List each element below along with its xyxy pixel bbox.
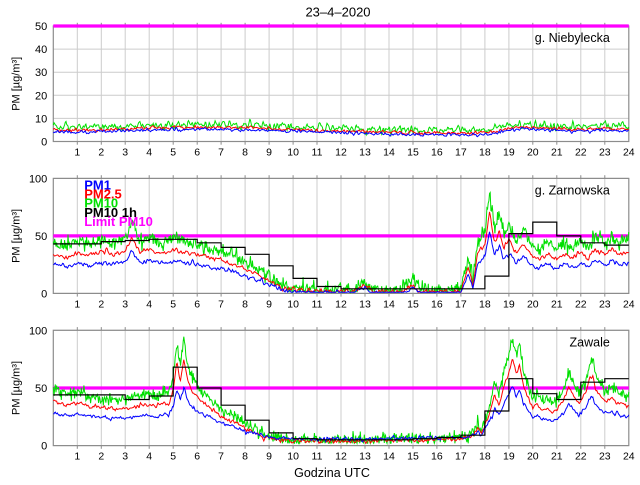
svg-text:6: 6 bbox=[194, 451, 200, 463]
svg-text:13: 13 bbox=[359, 298, 371, 310]
svg-text:23: 23 bbox=[599, 451, 611, 463]
svg-text:7: 7 bbox=[218, 298, 224, 310]
svg-text:30: 30 bbox=[35, 67, 47, 79]
svg-text:Godzina UTC: Godzina UTC bbox=[294, 466, 370, 480]
svg-text:12: 12 bbox=[335, 147, 347, 159]
svg-text:50: 50 bbox=[35, 21, 47, 33]
svg-text:4: 4 bbox=[146, 147, 152, 159]
svg-text:18: 18 bbox=[479, 451, 491, 463]
svg-text:16: 16 bbox=[431, 147, 443, 159]
svg-text:6: 6 bbox=[194, 147, 200, 159]
svg-text:22: 22 bbox=[575, 147, 587, 159]
svg-text:15: 15 bbox=[407, 147, 419, 159]
svg-text:12: 12 bbox=[335, 451, 347, 463]
svg-text:3: 3 bbox=[122, 298, 128, 310]
svg-text:16: 16 bbox=[431, 451, 443, 463]
svg-text:1: 1 bbox=[74, 147, 80, 159]
svg-text:3: 3 bbox=[122, 147, 128, 159]
svg-text:8: 8 bbox=[242, 298, 248, 310]
svg-text:21: 21 bbox=[551, 451, 563, 463]
svg-text:20: 20 bbox=[35, 90, 47, 102]
svg-text:23–4–2020: 23–4–2020 bbox=[305, 5, 370, 20]
svg-text:5: 5 bbox=[170, 451, 176, 463]
svg-text:18: 18 bbox=[479, 147, 491, 159]
svg-text:2: 2 bbox=[98, 298, 104, 310]
svg-text:20: 20 bbox=[527, 451, 539, 463]
svg-text:100: 100 bbox=[29, 173, 47, 185]
svg-text:10: 10 bbox=[287, 451, 299, 463]
svg-text:11: 11 bbox=[312, 451, 323, 463]
svg-text:9: 9 bbox=[266, 147, 272, 159]
svg-text:0: 0 bbox=[41, 288, 47, 300]
svg-text:4: 4 bbox=[146, 451, 152, 463]
svg-text:50: 50 bbox=[35, 383, 47, 395]
svg-text:0: 0 bbox=[41, 137, 47, 149]
svg-text:19: 19 bbox=[503, 298, 515, 310]
svg-text:15: 15 bbox=[407, 298, 419, 310]
svg-text:PM [µg/m³]: PM [µg/m³] bbox=[10, 361, 22, 415]
svg-text:9: 9 bbox=[266, 298, 272, 310]
svg-text:18: 18 bbox=[479, 298, 491, 310]
svg-text:0: 0 bbox=[41, 441, 47, 453]
svg-text:19: 19 bbox=[503, 147, 515, 159]
svg-text:2: 2 bbox=[98, 147, 104, 159]
svg-text:5: 5 bbox=[170, 298, 176, 310]
svg-text:g. Niebylecka: g. Niebylecka bbox=[535, 31, 610, 45]
svg-text:7: 7 bbox=[218, 451, 224, 463]
svg-text:Zawale: Zawale bbox=[570, 335, 610, 349]
svg-text:14: 14 bbox=[383, 298, 395, 310]
svg-text:Limit PM10: Limit PM10 bbox=[84, 214, 153, 229]
svg-text:1: 1 bbox=[74, 451, 80, 463]
svg-text:100: 100 bbox=[29, 325, 47, 337]
svg-text:9: 9 bbox=[266, 451, 272, 463]
svg-text:23: 23 bbox=[599, 298, 611, 310]
svg-text:8: 8 bbox=[242, 147, 248, 159]
svg-text:15: 15 bbox=[407, 451, 419, 463]
svg-text:24: 24 bbox=[623, 451, 635, 463]
svg-text:4: 4 bbox=[146, 298, 152, 310]
svg-text:5: 5 bbox=[170, 147, 176, 159]
svg-text:40: 40 bbox=[35, 44, 47, 56]
svg-text:20: 20 bbox=[527, 298, 539, 310]
svg-text:22: 22 bbox=[575, 451, 587, 463]
svg-text:23: 23 bbox=[599, 147, 611, 159]
svg-text:16: 16 bbox=[431, 298, 443, 310]
svg-text:19: 19 bbox=[503, 451, 515, 463]
svg-text:10: 10 bbox=[287, 147, 299, 159]
svg-text:22: 22 bbox=[575, 298, 587, 310]
svg-text:11: 11 bbox=[312, 147, 323, 159]
svg-text:12: 12 bbox=[335, 298, 347, 310]
svg-text:PM [µg/m³]: PM [µg/m³] bbox=[10, 57, 22, 111]
svg-text:PM [µg/m³]: PM [µg/m³] bbox=[10, 209, 22, 263]
svg-text:14: 14 bbox=[383, 451, 395, 463]
svg-text:10: 10 bbox=[287, 298, 299, 310]
svg-text:10: 10 bbox=[35, 113, 47, 125]
svg-text:17: 17 bbox=[455, 298, 467, 310]
svg-text:11: 11 bbox=[312, 298, 323, 310]
svg-text:13: 13 bbox=[359, 451, 371, 463]
svg-text:17: 17 bbox=[455, 451, 467, 463]
svg-text:8: 8 bbox=[242, 451, 248, 463]
svg-text:21: 21 bbox=[551, 298, 563, 310]
svg-text:g. Zarnowska: g. Zarnowska bbox=[535, 183, 610, 197]
svg-text:6: 6 bbox=[194, 298, 200, 310]
svg-text:2: 2 bbox=[98, 451, 104, 463]
svg-text:24: 24 bbox=[623, 147, 635, 159]
svg-text:3: 3 bbox=[122, 451, 128, 463]
svg-text:14: 14 bbox=[383, 147, 395, 159]
svg-text:21: 21 bbox=[551, 147, 563, 159]
svg-text:24: 24 bbox=[623, 298, 635, 310]
svg-text:7: 7 bbox=[218, 147, 224, 159]
svg-text:1: 1 bbox=[74, 298, 80, 310]
svg-text:17: 17 bbox=[455, 147, 467, 159]
svg-text:20: 20 bbox=[527, 147, 539, 159]
svg-text:50: 50 bbox=[35, 231, 47, 243]
svg-text:13: 13 bbox=[359, 147, 371, 159]
